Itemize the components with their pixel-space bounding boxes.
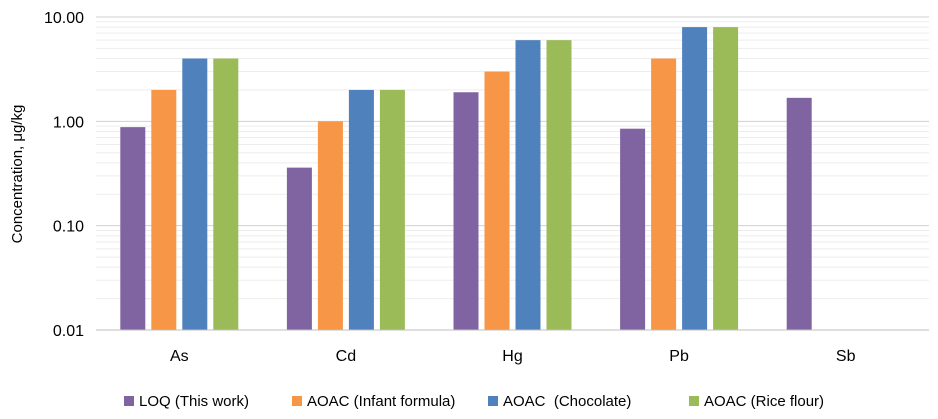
x-tick-label: Sb [836,348,856,365]
legend-label: LOQ (This work) [139,393,249,410]
bar-cd-series-2 [317,121,343,330]
legend: LOQ (This work) AOAC (Infant formula) AOAC… [124,393,824,410]
bar-cd-series-1 [286,167,312,330]
legend-label: AOAC (Rice flour) [704,393,824,410]
y-tick-label: 0.10 [53,219,84,236]
legend-swatch [689,396,699,406]
x-tick-label: Pb [669,348,689,365]
y-tick-label: 1.00 [53,114,84,131]
x-tick-label: Hg [502,348,522,365]
legend-label: AOAC (Chocolate) [503,393,631,410]
bar-as-series-4 [213,58,239,331]
axes: 10.00 1.00 0.10 0.01 As Cd Hg Pb Sb [44,10,929,365]
bar-hg-series-4 [546,40,572,331]
bar-hg-series-1 [453,92,479,331]
legend-swatch [124,396,134,406]
y-axis-title: Concentration, μg/kg [9,105,26,244]
legend-label: AOAC (Infant formula) [307,393,455,410]
bar-sb-series-1 [786,97,812,330]
x-tick-label: Cd [336,348,356,365]
legend-swatch [488,396,498,406]
y-tick-label: 10.00 [44,10,84,27]
legend-swatch [292,396,302,406]
bar-pb-series-3 [682,27,708,331]
bar-hg-series-2 [484,71,510,330]
y-tick-label: 0.01 [53,323,84,340]
bar-as-series-1 [120,127,146,330]
x-tick-label: As [170,348,189,365]
bars [120,27,812,331]
bar-cd-series-4 [379,89,405,330]
bar-as-series-2 [151,89,177,330]
bar-pb-series-2 [651,58,677,331]
bar-cd-series-3 [348,89,374,330]
bar-pb-series-1 [620,128,646,330]
bar-as-series-3 [182,58,208,331]
bar-hg-series-3 [515,40,541,331]
bar-pb-series-4 [713,27,739,331]
